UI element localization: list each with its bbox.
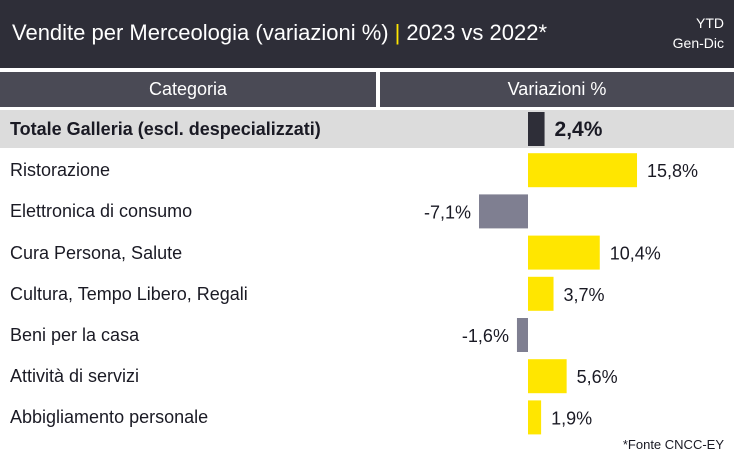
title-separator: | [394,20,401,45]
column-header-category: Categoria [0,72,376,107]
source-footnote: *Fonte CNCC-EY [622,437,724,452]
category-label: Attività di servizi [10,366,140,387]
data-label: -1,6% [462,326,509,346]
data-label: 2,4% [555,118,603,141]
title-text: Vendite per Merceologia (variazioni %) [12,20,389,45]
chart-title: Vendite per Merceologia (variazioni %) | 2… [12,20,547,46]
bar [528,400,542,435]
data-label: 1,9% [551,408,592,428]
category-label: Abbigliamento personale [10,407,209,428]
data-label: 3,7% [564,285,605,305]
data-label: 5,6% [577,367,618,387]
bar [528,112,545,146]
data-label: 10,4% [610,244,661,264]
data-label: -7,1% [424,202,471,222]
period-label: YTD Gen-Dic [673,13,724,53]
bar [528,153,638,188]
data-label: 15,8% [647,161,698,181]
bar [528,359,567,394]
category-label: Beni per la casa [10,325,140,345]
period-ytd: YTD [696,15,724,31]
bar [516,318,528,352]
category-label: Elettronica di consumo [10,201,193,222]
bar [479,194,528,229]
bar [528,235,600,270]
title-bar: Vendite per Merceologia (variazioni %) | 2… [0,0,734,68]
category-label: Cura Persona, Salute [10,242,183,263]
title-comparison: 2023 vs 2022* [406,20,548,45]
period-months: Gen-Dic [672,35,724,51]
category-label: Ristorazione [10,160,111,181]
category-label: Totale Galleria (escl. despecializzati) [10,119,321,139]
bar [528,276,554,311]
category-label: Cultura, Tempo Libero, Regali [10,283,248,304]
column-header-variation: Variazioni % [380,72,734,107]
total-row-band [0,110,734,148]
